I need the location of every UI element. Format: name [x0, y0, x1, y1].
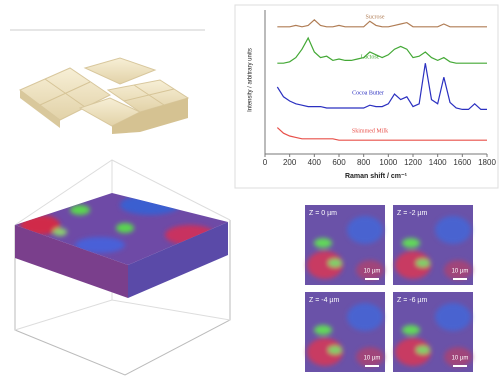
scale-label: 10 µm [452, 356, 469, 362]
x-tick-label: 1400 [429, 158, 447, 167]
series-label: Sucrose [366, 14, 385, 20]
x-tick-label: 400 [308, 158, 322, 167]
microscopy-panel: Z = 0 µm 10 µm [305, 205, 385, 285]
x-tick-label: 800 [357, 158, 371, 167]
scale-label: 10 µm [364, 356, 381, 362]
blob [416, 346, 430, 354]
blob [416, 259, 430, 267]
x-tick-label: 200 [283, 158, 297, 167]
spectrum-line [277, 20, 487, 27]
x-axis-label: Raman shift / cm⁻¹ [345, 173, 408, 180]
depth-label: Z = -4 µm [309, 297, 339, 304]
spectrum-line [277, 63, 487, 109]
spectrum-line [277, 38, 487, 63]
figure: 0 200 400 600 800 1000 1200 1400 1600 1800 Raman s… [0, 0, 503, 378]
depth-label: Z = 0 µm [309, 210, 337, 217]
scale-label: 10 µm [364, 269, 381, 275]
blob [347, 303, 383, 331]
microscopy-panel: Z = -2 µm 10 µm [393, 205, 473, 285]
x-tick-label: 1600 [453, 158, 471, 167]
depth-label: Z = -6 µm [397, 297, 427, 304]
chocolate-photo [10, 30, 205, 134]
render-3d [10, 160, 235, 375]
x-tick-label: 600 [332, 158, 346, 167]
blob [402, 325, 420, 335]
blob [328, 346, 342, 354]
x-tick-label: 1200 [404, 158, 422, 167]
blob [314, 238, 332, 248]
series-label: Skimmed Milk [352, 128, 388, 134]
microscopy-panel: Z = -4 µm 10 µm [305, 292, 385, 372]
microscopy-panels: Z = 0 µm 10 µm Z = -2 µm 10 µm Z = -4 µm 10 µ… [305, 205, 473, 372]
blob [314, 325, 332, 335]
series-label: Cocoa Butter [352, 90, 384, 96]
x-tick-label: 0 [263, 158, 268, 167]
y-axis-label: Intensity / arbitrary units [248, 48, 254, 112]
x-tick-label: 1800 [478, 158, 496, 167]
series-label: Lactose [361, 54, 380, 60]
scale-label: 10 µm [452, 269, 469, 275]
blob [347, 216, 383, 244]
blob [402, 238, 420, 248]
spectrum-chart: 0 200 400 600 800 1000 1200 1400 1600 1800 Raman s… [248, 10, 497, 180]
depth-label: Z = -2 µm [397, 210, 427, 217]
x-tick-label: 1000 [379, 158, 397, 167]
blob [435, 303, 471, 331]
blob [435, 216, 471, 244]
blob [328, 259, 342, 267]
microscopy-panel: Z = -6 µm 10 µm [393, 292, 473, 372]
